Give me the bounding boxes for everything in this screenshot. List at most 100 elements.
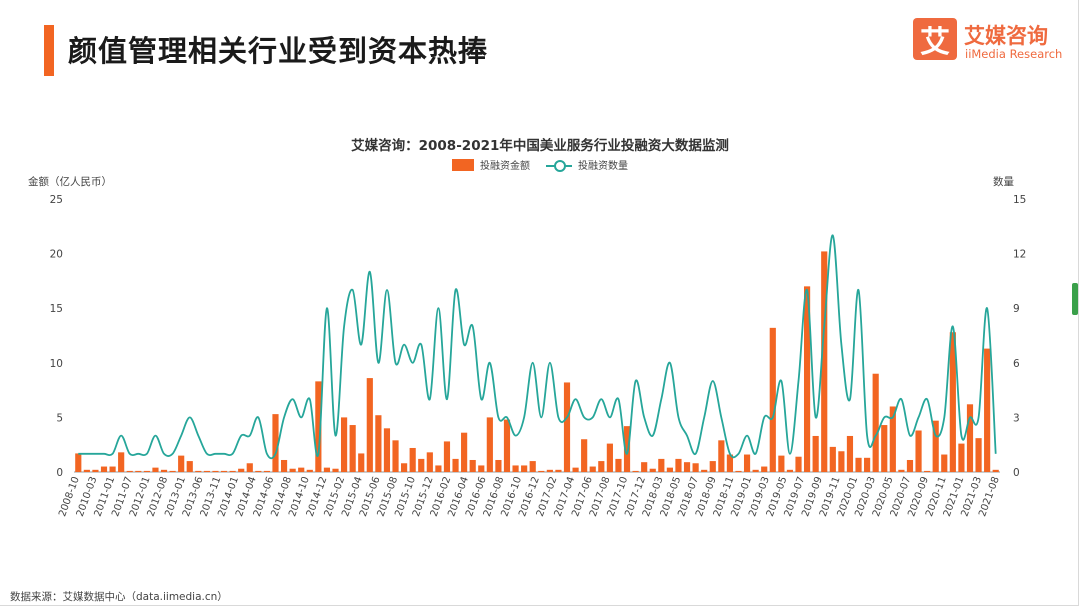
amount-bar <box>786 469 794 472</box>
amount-bar <box>169 470 176 472</box>
amount-bar <box>452 458 459 472</box>
amount-bar <box>649 468 656 472</box>
amount-bar <box>666 467 673 472</box>
amount-bar <box>186 461 193 472</box>
amount-bar <box>924 470 931 472</box>
amount-bar <box>735 470 742 472</box>
amount-bar <box>906 459 914 472</box>
amount-bar <box>641 462 648 472</box>
amount-bar <box>838 451 845 472</box>
brand-logo-icon: 艾 <box>913 18 957 60</box>
brand-subtitle: iiMedia Research <box>965 47 1063 61</box>
y-right-tick-label: 3 <box>1013 412 1020 424</box>
amount-bar <box>726 454 734 472</box>
count-series-line <box>78 234 997 460</box>
amount-bar <box>718 440 725 472</box>
amount-bar <box>563 382 571 472</box>
amount-bar <box>581 439 588 472</box>
amount-bar <box>349 425 356 472</box>
amount-bar <box>272 414 279 472</box>
amount-bar <box>203 470 210 472</box>
y-left-tick-label: 5 <box>56 412 63 424</box>
amount-bar <box>212 470 219 472</box>
amount-bar <box>255 470 262 472</box>
amount-bar <box>332 468 339 472</box>
y-right-tick-label: 15 <box>1013 194 1026 206</box>
amount-bar <box>152 467 159 472</box>
amount-bar <box>495 459 502 472</box>
amount-bar <box>761 466 768 472</box>
amount-bar <box>100 466 108 472</box>
amount-bar <box>383 428 391 472</box>
amount-bar <box>220 470 228 472</box>
amount-bar <box>418 458 425 472</box>
amount-bar <box>160 469 168 472</box>
amount-bar <box>461 432 468 472</box>
amount-bar <box>889 406 896 472</box>
y-axis-right-label: 数量 <box>993 176 1014 188</box>
amount-bar <box>701 469 708 472</box>
legend-bar-swatch <box>452 158 474 171</box>
amount-bar <box>872 373 879 472</box>
y-right-tick-label: 0 <box>1013 467 1020 479</box>
amount-bar <box>632 470 639 472</box>
y-left-tick-label: 0 <box>56 467 63 479</box>
amount-bar <box>83 469 90 472</box>
y-right-tick-label: 9 <box>1013 303 1020 315</box>
amount-bar <box>486 417 493 472</box>
legend-item-amount: 投融资金额 <box>452 157 530 172</box>
amount-bar <box>401 463 408 472</box>
amount-bar <box>658 458 665 472</box>
amount-bar <box>478 465 485 472</box>
amount-bar <box>683 462 691 472</box>
amount-bar <box>469 459 476 472</box>
amount-bar <box>958 443 965 472</box>
amount-bar <box>966 404 974 472</box>
amount-bar <box>375 415 382 472</box>
amount-bar <box>289 468 296 472</box>
amount-bar <box>769 327 776 472</box>
amount-bar <box>443 441 451 472</box>
amount-bar <box>143 470 150 472</box>
amount-bar <box>546 469 553 472</box>
amount-bar <box>555 469 562 472</box>
amount-bar <box>615 458 622 472</box>
amount-bar <box>280 459 288 472</box>
y-left-tick-label: 15 <box>50 303 63 315</box>
legend-line-swatch <box>546 159 572 172</box>
legend-label-count: 投融资数量 <box>578 161 628 172</box>
amount-bar <box>623 426 631 472</box>
amount-bar <box>598 461 605 472</box>
amount-bar <box>195 470 202 472</box>
amount-bar <box>812 435 819 472</box>
amount-bar <box>315 381 322 472</box>
amount-bar <box>92 469 99 472</box>
amount-bar <box>366 378 373 472</box>
amount-bar <box>795 456 802 472</box>
amount-bar <box>238 468 245 472</box>
amount-bar <box>975 438 982 472</box>
amount-bar <box>109 466 116 472</box>
amount-bar <box>323 467 331 472</box>
y-left-tick-label: 10 <box>50 358 63 370</box>
amount-bar <box>135 470 142 472</box>
amount-bar <box>915 430 922 472</box>
y-left-tick-label: 25 <box>50 194 63 206</box>
amount-bar <box>178 455 185 472</box>
amount-bar <box>306 469 313 472</box>
amount-bar <box>263 470 271 472</box>
amount-bar <box>898 469 905 472</box>
scroll-handle[interactable] <box>1072 283 1078 315</box>
amount-bar <box>589 466 596 472</box>
legend-item-count: 投融资数量 <box>546 157 628 172</box>
y-left-tick-label: 20 <box>50 249 63 261</box>
amount-bar <box>778 455 785 472</box>
amount-bar <box>692 463 699 472</box>
chart-title: 艾媒咨询：2008-2021年中国美业服务行业投融资大数据监测 <box>351 138 729 154</box>
amount-bar <box>803 286 811 472</box>
amount-bar <box>606 443 613 472</box>
amount-bar <box>743 454 751 472</box>
amount-bar <box>829 446 836 472</box>
